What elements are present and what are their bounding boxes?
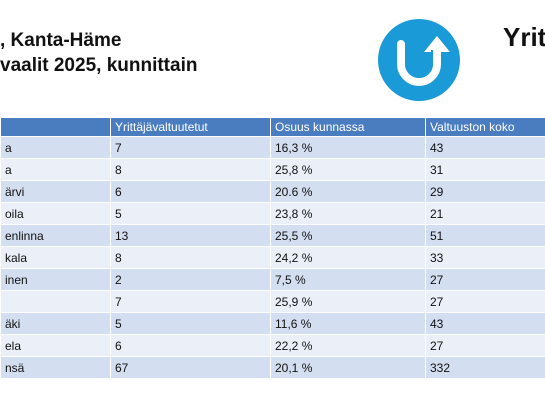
table-cell: 7	[110, 136, 271, 159]
column-header: Yrittäjävaltuutetut	[110, 117, 271, 137]
column-header: Osuus kunnassa	[270, 117, 426, 137]
table-row: oila 5 23,8 % 21	[0, 202, 545, 225]
table-cell: ela	[0, 334, 111, 357]
table-cell: 7	[110, 290, 271, 313]
table-cell: 16,3 %	[270, 136, 426, 159]
table-cell: kala	[0, 246, 111, 269]
table-cell: 332	[425, 356, 545, 379]
table-row: a 8 25,8 % 31	[0, 158, 545, 181]
table-row: 7 25,9 % 27	[0, 290, 545, 313]
table-row: ela 6 22,2 % 27	[0, 334, 545, 357]
table-cell: 5	[110, 202, 271, 225]
table-cell: 29	[425, 180, 545, 203]
table-cell	[0, 290, 111, 313]
table-cell: 24,2 %	[270, 246, 426, 269]
table-cell: 7,5 %	[270, 268, 426, 291]
header-row: Yrittäjävaltuutetut Osuus kunnassa Valtuus…	[0, 117, 545, 137]
title-line: vaalit 2025, kunnittain	[0, 55, 198, 76]
table-cell: 43	[425, 136, 545, 159]
results-table: Yrittäjävaltuutetut Osuus kunnassa Valtuus…	[0, 117, 545, 379]
table-cell: 67	[110, 356, 271, 379]
table-cell: 11,6 %	[270, 312, 426, 335]
table-cell: inen	[0, 268, 111, 291]
table-cell: 22,2 %	[270, 334, 426, 357]
table-cell: 51	[425, 224, 545, 247]
table-row: nsä 67 20,1 % 332	[0, 356, 545, 379]
table-row: ärvi 6 20.6 % 29	[0, 180, 545, 203]
table-cell: 31	[425, 158, 545, 181]
table-cell: nsä	[0, 356, 111, 379]
column-header: Valtuuston koko	[425, 117, 545, 137]
table-cell: 2	[110, 268, 271, 291]
table-cell: 23,8 %	[270, 202, 426, 225]
title: , Kanta-Häme vaalit 2025, kunnittain	[0, 28, 197, 78]
table-cell: 27	[425, 268, 545, 291]
table-cell: 6	[110, 180, 271, 203]
table-cell: 8	[110, 158, 271, 181]
table-cell: 6	[110, 334, 271, 357]
table-cell: 20,1 %	[270, 356, 426, 379]
table-row: kala 8 24,2 % 33	[0, 246, 545, 269]
table-cell: 27	[425, 334, 545, 357]
table-cell: 25,8 %	[270, 158, 426, 181]
table-cell: ärvi	[0, 180, 111, 203]
table-cell: a	[0, 158, 111, 181]
table-row: a 7 16,3 % 43	[0, 136, 545, 159]
table-row: inen 2 7,5 % 27	[0, 268, 545, 291]
table-cell: 27	[425, 290, 545, 313]
table-cell: äki	[0, 312, 111, 335]
column-header	[0, 117, 111, 137]
table-cell: 33	[425, 246, 545, 269]
table-cell: 20.6 %	[270, 180, 426, 203]
table-cell: 5	[110, 312, 271, 335]
logo-icon	[378, 19, 460, 101]
table-cell: oila	[0, 202, 111, 225]
title-line: , Kanta-Häme	[0, 30, 122, 51]
table-cell: 8	[110, 246, 271, 269]
table-cell: a	[0, 136, 111, 159]
table-cell: 13	[110, 224, 271, 247]
table-cell: 43	[425, 312, 545, 335]
table-row: enlinna 13 25,5 % 51	[0, 224, 545, 247]
table-cell: 25,5 %	[270, 224, 426, 247]
logo-text: Yrit	[503, 22, 545, 52]
table-row: äki 5 11,6 % 43	[0, 312, 545, 335]
table-cell: enlinna	[0, 224, 111, 247]
table-cell: 21	[425, 202, 545, 225]
table-cell: 25,9 %	[270, 290, 426, 313]
